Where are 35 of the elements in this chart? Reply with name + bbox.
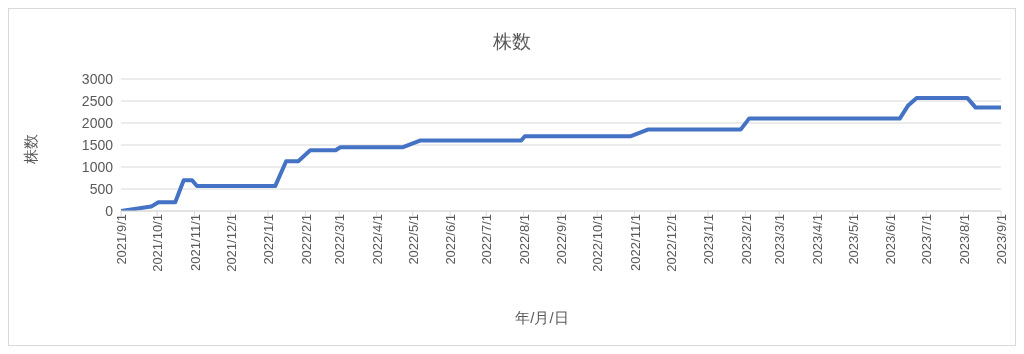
y-tick-label: 500 — [89, 180, 114, 197]
x-tick-label: 2022/8/1 — [516, 214, 532, 265]
x-tick-label: 2023/4/1 — [809, 214, 825, 265]
y-tick-label: 2500 — [81, 92, 114, 109]
y-tick-label: 0 — [105, 202, 114, 219]
x-tick-label: 2022/5/1 — [405, 214, 421, 265]
x-tick-label: 2022/6/1 — [443, 214, 459, 265]
x-tick-label: 2021/9/1 — [114, 214, 130, 265]
y-tick-label: 3000 — [81, 70, 114, 87]
x-tick-label: 2022/3/1 — [332, 214, 348, 265]
x-tick-label: 2022/10/1 — [590, 214, 606, 272]
x-tick-label: 2023/3/1 — [772, 214, 788, 265]
x-tick-label: 2021/12/1 — [223, 214, 239, 272]
x-tick-label: 2023/7/1 — [919, 214, 935, 265]
x-tick-label: 2023/2/1 — [738, 214, 754, 265]
x-tick-label: 2022/1/1 — [261, 214, 277, 265]
x-tick-label: 2023/1/1 — [701, 214, 717, 265]
x-tick-label: 2023/5/1 — [845, 214, 861, 265]
x-tick-label: 2022/2/1 — [298, 214, 314, 265]
x-tick-label: 2021/10/1 — [150, 214, 166, 272]
y-tick-label: 2000 — [81, 114, 114, 131]
x-tick-label: 2022/7/1 — [479, 214, 495, 265]
x-tick-label: 2022/9/1 — [554, 214, 570, 265]
x-tick-label: 2023/6/1 — [883, 214, 899, 265]
x-tick-label: 2022/4/1 — [369, 214, 385, 265]
x-tick-label: 2023/8/1 — [956, 214, 972, 265]
x-tick-label: 2022/12/1 — [663, 214, 679, 272]
y-tick-label: 1000 — [81, 158, 114, 175]
y-axis-title: 株数 — [21, 134, 40, 164]
x-tick-label: 2021/11/1 — [187, 214, 203, 271]
x-axis-title: 年/月/日 — [514, 309, 570, 328]
x-tick-label: 2023/9/1 — [994, 214, 1010, 265]
y-tick-label: 1500 — [81, 136, 114, 153]
chart-title: 株数 — [492, 30, 532, 54]
x-tick-label: 2022/11/1 — [627, 214, 643, 271]
